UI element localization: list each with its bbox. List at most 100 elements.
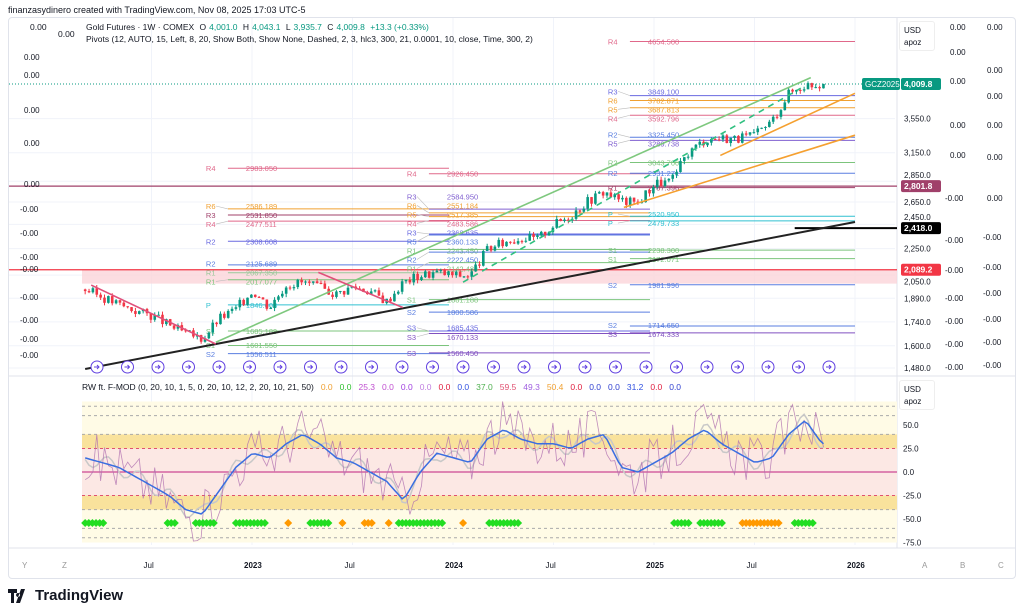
buy-signal-diamond [99, 519, 108, 527]
candle-body [744, 133, 748, 135]
price-scale-mode[interactable]: USD apoz [899, 21, 935, 51]
pivot-level-value: 2584.950 [447, 192, 478, 201]
candle-body [783, 102, 787, 111]
pivot-level-label: P [608, 210, 613, 219]
oscillator-value: 25.3 [358, 382, 376, 392]
oscillator-scale-mode[interactable]: USD apoz [899, 380, 935, 410]
symbol-name[interactable]: Gold Futures · 1W · COMEX [86, 22, 195, 32]
candle-body [555, 218, 559, 228]
overlay-scale-value: -0.00 [20, 265, 39, 274]
pivot-event-icon [334, 360, 348, 374]
pivot-level-value: 2517.385 [447, 210, 478, 219]
candle-body [435, 270, 439, 273]
currency-label: USD [904, 26, 921, 35]
pivot-level-value: 3592.796 [648, 114, 679, 123]
pivot-level-label: R2 [407, 255, 417, 264]
arrow-icon [368, 364, 375, 370]
candle-body [482, 250, 485, 266]
pivot-label-leader [416, 327, 429, 332]
neutral-signal-diamond [338, 519, 347, 527]
candle-body [802, 89, 806, 91]
arrow-icon [582, 364, 588, 370]
tradingview-logo[interactable]: TradingView [8, 587, 123, 604]
candle-body [632, 197, 636, 202]
oscillator-main-line [84, 420, 825, 515]
pivot-level-label: S1 [407, 296, 416, 305]
low-label: L [285, 22, 291, 32]
candle-body [597, 192, 601, 194]
resistance-zone [82, 269, 897, 284]
candle-body [578, 210, 582, 212]
pivot-level-label: R1 [608, 184, 618, 193]
overlay-scale-value: 0.00 [24, 180, 40, 189]
candle-body [420, 277, 423, 281]
pivot-level-label: R6 [206, 202, 216, 211]
candle-body [752, 132, 756, 134]
candle-body [246, 297, 249, 305]
pivots-indicator-legend[interactable]: Pivots (12, AUTO, 15, Left, 8, 20, Show … [86, 34, 533, 44]
oscillator-value: 0.0 [438, 382, 451, 392]
candle-body [408, 279, 412, 283]
candle-body [300, 279, 303, 283]
oscillator-value: 0.0 [419, 382, 432, 392]
candle-body [203, 338, 207, 342]
pivot-level-label: R6 [608, 96, 618, 105]
time-axis-label: Jul [144, 561, 154, 570]
green-channel-upper [215, 76, 812, 343]
pivot-event-icon [609, 360, 622, 374]
candle-body [83, 289, 87, 292]
neutral-signal-diamond [367, 519, 376, 527]
pivot-level-label: S3 [407, 349, 416, 358]
candle-body [377, 290, 381, 296]
candle-body [269, 308, 273, 310]
candle-body [404, 279, 408, 282]
candle-body [466, 276, 470, 278]
buy-signal-diamond [260, 519, 269, 527]
pivot-level-value: 2586.189 [246, 202, 277, 211]
candle-body [454, 271, 458, 276]
chart-frame[interactable] [8, 17, 1016, 579]
overlay-scale-value: 0.00 [24, 106, 40, 115]
pivot-level-value: 1881.188 [447, 296, 478, 305]
candle-body [238, 299, 242, 308]
overlay-scale-value: -0.00 [20, 316, 39, 325]
candle-body [756, 128, 760, 133]
candle-body [346, 287, 350, 295]
pivot-level-label: R3 [407, 192, 417, 201]
candle-body [733, 135, 736, 138]
time-axis-label: Jul [747, 561, 757, 570]
price-tag [901, 263, 941, 276]
oscillator-legend[interactable]: RW ft. F-MOD (0, 20, 10, 1, 5, 0, 20, 10… [82, 382, 687, 392]
arrow-icon [246, 364, 253, 370]
symbol-legend[interactable]: Gold Futures · 1W · COMEX O 4,001.0 H 4,04… [86, 22, 432, 32]
oscillator-value: 0.0 [339, 382, 352, 392]
pivot-label-leader [617, 114, 630, 119]
candle-body [265, 299, 269, 309]
candle-body [296, 279, 300, 288]
pivot-level-value: 1670.133 [447, 333, 478, 342]
candle-body [528, 234, 531, 241]
pivot-label-leader [617, 107, 630, 110]
candle-body [223, 313, 226, 318]
arrow-icon [216, 364, 222, 370]
candle-body [207, 332, 211, 339]
candle-body [748, 132, 752, 135]
candle-body [547, 232, 551, 236]
tradingview-logo-icon [8, 588, 25, 603]
candle-body [532, 234, 535, 237]
pivot-level-value: 2531.850 [246, 211, 277, 220]
oscillator-value: 0.0 [650, 382, 663, 392]
time-axis-label: Jul [546, 561, 556, 570]
candle-body [474, 264, 477, 272]
candle-body [768, 121, 771, 127]
candle-body [215, 322, 218, 325]
candle-body [342, 291, 346, 295]
pivot-event-icon [395, 360, 409, 374]
candle-body [713, 139, 717, 141]
arrow-icon [399, 364, 405, 370]
candle-body [563, 219, 566, 222]
overlay-scale-value: -0.00 [983, 289, 1002, 298]
candle-body [644, 190, 647, 203]
pivot-level-label: S1 [206, 327, 215, 336]
